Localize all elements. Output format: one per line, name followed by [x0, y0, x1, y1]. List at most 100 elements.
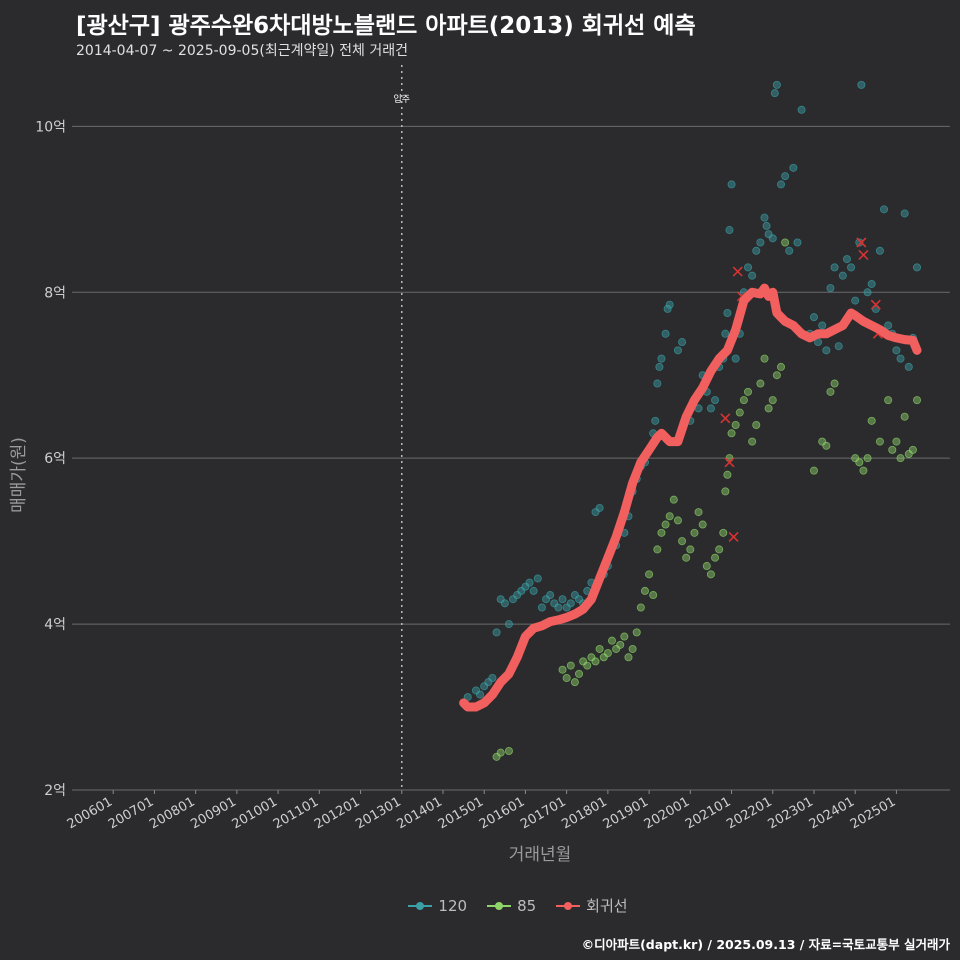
footer-credit: ©디아파트(dapt.kr) / 2025.09.13 / 자료=국토교통부 실… [581, 937, 950, 952]
point-120 [834, 342, 843, 351]
point-120 [770, 89, 779, 98]
point-85 [752, 420, 761, 429]
point-85 [682, 553, 691, 562]
point-85 [624, 653, 633, 662]
point-85 [884, 396, 893, 405]
point-85 [496, 748, 505, 757]
x-tick-label: 200801 [147, 794, 197, 832]
point-120 [591, 508, 600, 517]
point-85 [826, 387, 835, 396]
point-120 [657, 354, 666, 363]
cancelled-marker [870, 299, 881, 310]
point-120 [558, 595, 567, 604]
point-120 [595, 503, 604, 512]
point-120 [855, 238, 864, 247]
point-120 [838, 271, 847, 280]
point-120 [900, 209, 909, 218]
point-120 [785, 246, 794, 255]
point-120 [760, 213, 769, 222]
point-85 [719, 528, 728, 537]
chart-subtitle: 2014-04-07 ~ 2025-09-05(최근계약일) 전체 거래건 [76, 43, 408, 59]
point-85 [603, 649, 612, 658]
x-tick-label: 201101 [271, 794, 321, 832]
point-120 [867, 279, 876, 288]
y-tick-label: 8억 [44, 285, 66, 301]
point-85 [723, 470, 732, 479]
point-85 [863, 454, 872, 463]
point-120 [484, 678, 493, 687]
point-120 [772, 80, 781, 89]
point-85 [867, 416, 876, 425]
y-tick-label: 6억 [44, 451, 66, 467]
point-85 [756, 379, 765, 388]
point-120 [851, 296, 860, 305]
point-85 [595, 644, 604, 653]
point-120 [533, 574, 542, 583]
point-85 [562, 674, 571, 683]
point-85 [896, 454, 905, 463]
x-tick-label: 202201 [724, 794, 774, 832]
point-85 [504, 747, 513, 756]
x-tick-label: 201901 [601, 794, 651, 832]
point-85 [739, 396, 748, 405]
point-85 [612, 644, 621, 653]
point-120 [678, 338, 687, 347]
point-85 [744, 387, 753, 396]
y-tick-label: 4억 [44, 617, 66, 633]
point-120 [471, 686, 480, 695]
point-120 [509, 595, 518, 604]
point-120 [500, 599, 509, 608]
point-85 [768, 396, 777, 405]
point-85 [616, 640, 625, 649]
point-85 [678, 537, 687, 546]
point-120 [537, 603, 546, 612]
point-85 [781, 238, 790, 247]
point-85 [628, 644, 637, 653]
point-120 [706, 404, 715, 413]
point-120 [809, 313, 818, 322]
legend-key-regression [556, 900, 581, 912]
point-120 [492, 628, 501, 637]
point-85 [892, 437, 901, 446]
point-120 [826, 284, 835, 293]
point-85 [566, 661, 575, 670]
x-tick-label: 202301 [765, 794, 815, 832]
point-85 [669, 495, 678, 504]
point-85 [727, 429, 736, 438]
x-tick-label: 200601 [65, 794, 115, 832]
x-tick-label: 200901 [188, 794, 238, 832]
point-85 [900, 412, 909, 421]
y-tick-label: 10억 [35, 119, 66, 135]
point-120 [504, 620, 513, 629]
point-120 [727, 180, 736, 189]
x-tick-label: 200701 [106, 794, 156, 832]
point-85 [721, 487, 730, 496]
point-120 [566, 599, 575, 608]
point-120 [744, 263, 753, 272]
point-120 [781, 172, 790, 181]
point-120 [822, 346, 831, 355]
x-tick-label: 201601 [477, 794, 527, 832]
point-85 [673, 516, 682, 525]
point-85 [558, 665, 567, 674]
x-tick-label: 201401 [394, 794, 444, 832]
x-tick-label: 202501 [848, 794, 898, 832]
point-120 [496, 595, 505, 604]
point-85 [822, 441, 831, 450]
point-85 [776, 362, 785, 371]
legend-label-120: 120 [438, 896, 468, 915]
point-120 [661, 329, 670, 338]
point-120 [525, 578, 534, 587]
point-120 [711, 396, 720, 405]
point-85 [760, 354, 769, 363]
point-85 [851, 454, 860, 463]
legend-label-85: 85 [517, 896, 537, 915]
point-85 [908, 445, 917, 454]
x-tick-label: 202101 [683, 794, 733, 832]
point-85 [830, 379, 839, 388]
point-85 [492, 752, 501, 761]
point-85 [715, 545, 724, 554]
x-tick-label: 201501 [436, 794, 486, 832]
point-85 [772, 371, 781, 380]
